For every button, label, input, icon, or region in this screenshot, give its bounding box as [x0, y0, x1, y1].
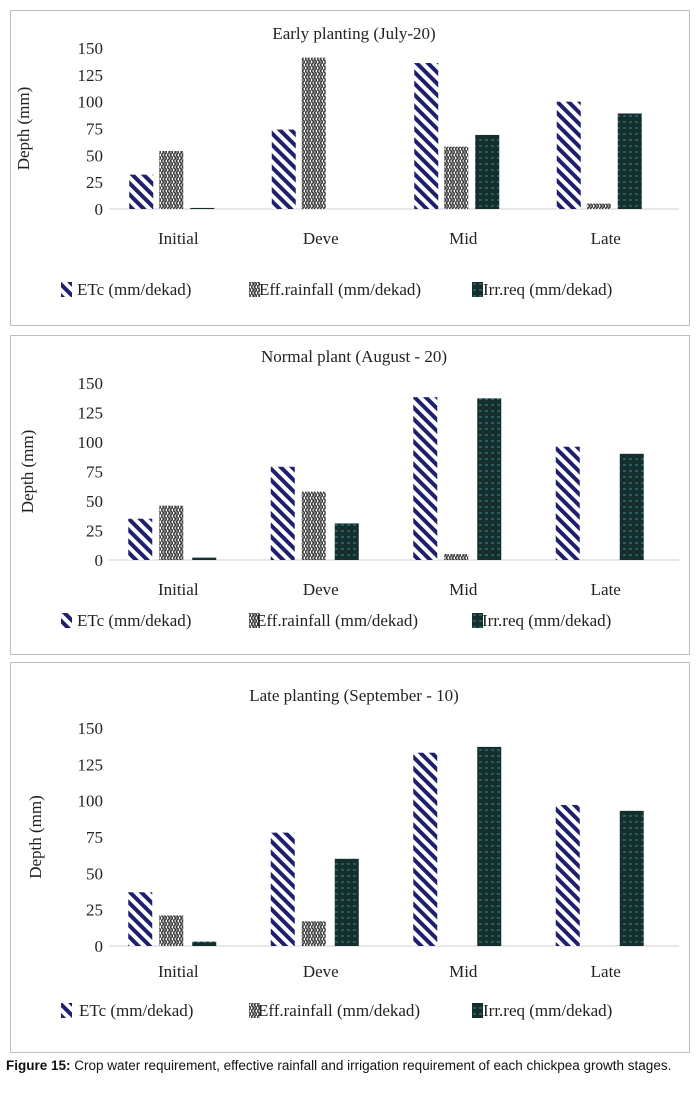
legend-swatch-irr [472, 613, 483, 628]
legend-label-rain: Eff.rainfall (mm/dekad) [259, 280, 421, 299]
y-tick-label: 150 [78, 39, 104, 58]
legend-label-rain: Eff.rainfall (mm/dekad) [258, 1001, 420, 1020]
y-tick-label: 75 [86, 120, 103, 139]
chart-late: Late planting (September - 10) Depth (mm)… [26, 686, 679, 1020]
y-tick-label: 50 [86, 492, 103, 511]
bar-irr-late [617, 113, 642, 209]
legend-label-irr: Irr.req (mm/dekad) [482, 611, 611, 630]
x-tick-label: Deve [303, 580, 339, 599]
x-tick-label: Late [591, 962, 621, 981]
bar-etc-deve [271, 129, 296, 209]
bar-etc-late [555, 805, 580, 946]
y-tick-label: 75 [86, 463, 103, 482]
caption-label: Figure 15: [6, 1058, 71, 1073]
y-tick-label: 0 [95, 937, 104, 956]
chart-panel-late: Late planting (September - 10) Depth (mm)… [10, 662, 690, 1053]
y-tick-label: 25 [86, 173, 103, 192]
bar-rain-initial [159, 151, 184, 209]
bar-irr-initial [190, 207, 215, 209]
bar-rain-late [586, 203, 611, 209]
bar-irr-mid [475, 134, 500, 209]
x-tick-label: Initial [158, 229, 199, 248]
bar-rain-deve [301, 921, 326, 946]
y-tick-label: 75 [86, 828, 103, 847]
bar-etc-initial [128, 892, 153, 946]
y-axis-label: Depth (mm) [18, 430, 37, 514]
bar-irr-late [619, 453, 644, 560]
bar-etc-mid [413, 752, 438, 946]
y-axis-label: Depth (mm) [14, 87, 33, 171]
x-tick-label: Deve [303, 229, 339, 248]
y-tick-label: 50 [86, 146, 103, 165]
bar-etc-late [556, 101, 581, 209]
legend-swatch-etc [61, 282, 72, 297]
x-tick-label: Mid [449, 962, 478, 981]
bar-etc-deve [270, 832, 295, 946]
bar-etc-deve [270, 466, 295, 560]
y-tick-label: 0 [95, 551, 104, 570]
bar-etc-mid [414, 63, 439, 209]
bar-irr-deve [334, 858, 359, 946]
y-tick-label: 100 [78, 93, 104, 112]
legend-label-rain: Eff.rainfall (mm/dekad) [256, 611, 418, 630]
legend-swatch-irr [472, 282, 483, 297]
legend-swatch-rain [249, 613, 260, 628]
legend-swatch-etc [61, 1003, 72, 1018]
x-tick-label: Mid [449, 580, 478, 599]
bar-etc-late [555, 446, 580, 560]
chart-panel-early: Early planting (July-20) Depth (mm) 0 25 50 7… [10, 10, 690, 326]
y-tick-label: 50 [86, 864, 103, 883]
legend-swatch-irr [472, 1003, 483, 1018]
legend-label-etc: ETc (mm/dekad) [77, 280, 191, 299]
bar-etc-mid [413, 397, 438, 560]
legend-swatch-rain [249, 1003, 260, 1018]
legend-label-irr: Irr.req (mm/dekad) [483, 280, 612, 299]
legend-swatch-rain [249, 282, 260, 297]
x-tick-label: Late [591, 580, 621, 599]
chart-title: Normal plant (August - 20) [261, 347, 447, 366]
x-tick-label: Mid [449, 229, 478, 248]
bar-irr-initial [192, 941, 217, 946]
figure-caption: Figure 15: Crop water requirement, effec… [6, 1058, 686, 1074]
caption-text: Crop water requirement, effective rainfa… [70, 1058, 672, 1073]
legend-swatch-etc [61, 613, 72, 628]
bar-rain-deve [301, 491, 326, 560]
y-tick-label: 0 [95, 200, 104, 219]
bar-rain-mid [444, 554, 469, 560]
y-tick-label: 125 [78, 66, 104, 85]
y-tick-label: 25 [86, 522, 103, 541]
y-tick-label: 100 [78, 792, 104, 811]
bar-rain-deve [301, 57, 326, 209]
chart-normal: Normal plant (August - 20) Depth (mm) 0 25 5… [18, 347, 679, 630]
chart-early: Early planting (July-20) Depth (mm) 0 25 50 7… [14, 24, 679, 299]
bar-etc-initial [128, 518, 153, 560]
bar-rain-mid [444, 146, 469, 209]
x-tick-label: Initial [158, 580, 199, 599]
bar-etc-initial [129, 174, 154, 209]
bar-irr-deve [334, 523, 359, 560]
x-tick-label: Initial [158, 962, 199, 981]
chart-title: Late planting (September - 10) [249, 686, 459, 705]
bar-irr-late [619, 810, 644, 946]
y-tick-label: 25 [86, 901, 103, 920]
legend-label-etc: ETc (mm/dekad) [77, 611, 191, 630]
bar-rain-initial [159, 915, 184, 946]
y-axis-label: Depth (mm) [26, 795, 45, 879]
chart-panel-normal: Normal plant (August - 20) Depth (mm) 0 25 5… [10, 335, 690, 655]
bar-irr-mid [477, 398, 502, 560]
bar-irr-mid [477, 746, 502, 946]
x-tick-label: Deve [303, 962, 339, 981]
bar-rain-initial [159, 505, 184, 560]
chart-title: Early planting (July-20) [272, 24, 435, 43]
legend-label-irr: Irr.req (mm/dekad) [483, 1001, 612, 1020]
y-tick-label: 150 [78, 374, 104, 393]
bar-irr-initial [192, 557, 217, 560]
y-tick-label: 100 [78, 433, 104, 452]
y-tick-label: 125 [78, 755, 104, 774]
legend-label-etc: ETc (mm/dekad) [79, 1001, 193, 1020]
y-tick-label: 125 [78, 404, 104, 423]
x-tick-label: Late [591, 229, 621, 248]
y-tick-label: 150 [78, 719, 104, 738]
